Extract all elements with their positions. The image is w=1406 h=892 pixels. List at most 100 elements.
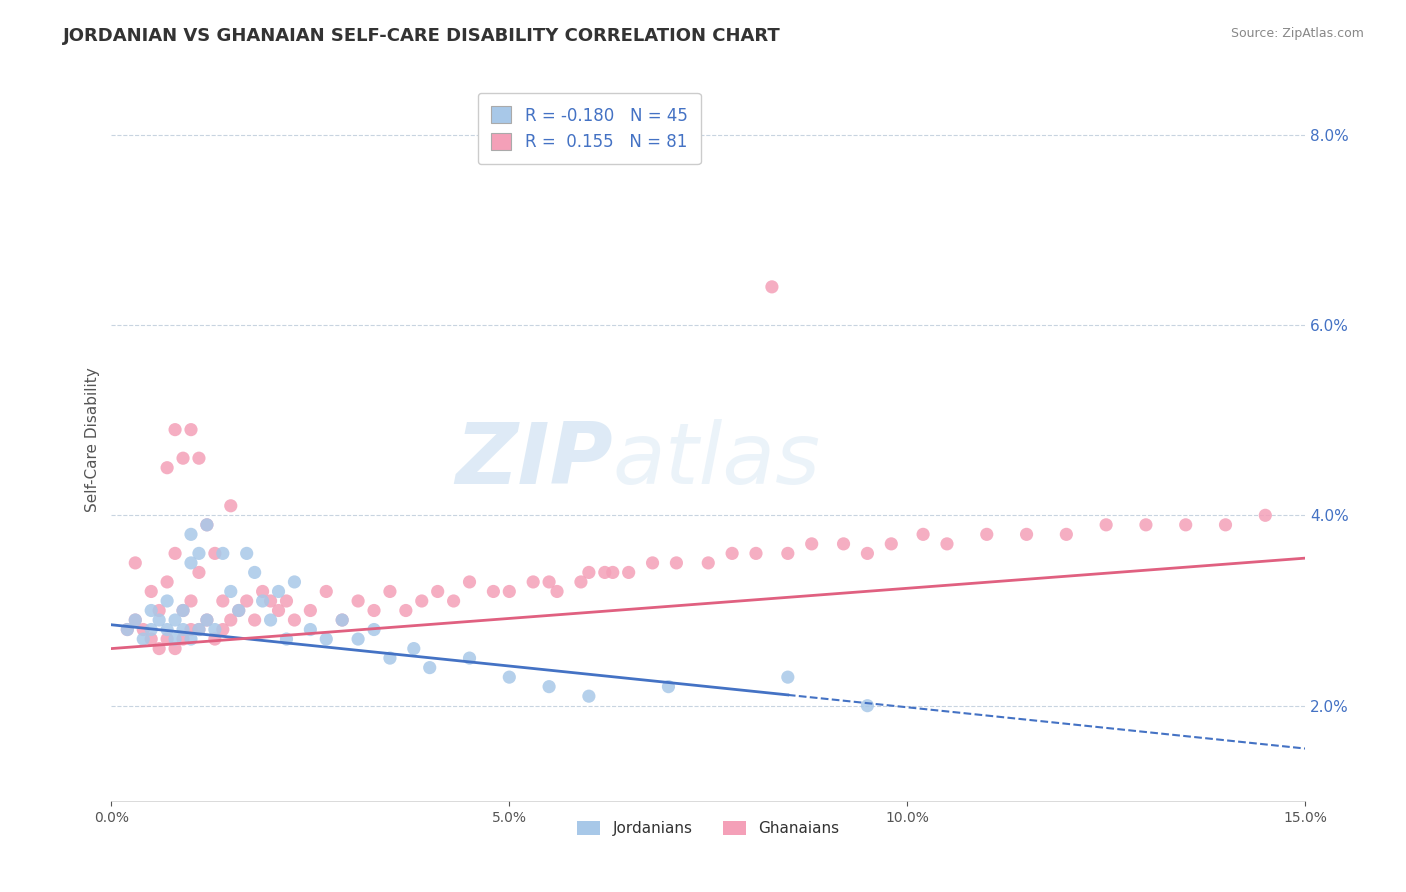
Point xyxy=(195,613,218,627)
Point xyxy=(165,423,187,437)
Point xyxy=(252,584,274,599)
Point xyxy=(776,546,799,560)
Point xyxy=(458,651,481,665)
Point xyxy=(395,603,418,617)
Point xyxy=(252,594,274,608)
Point xyxy=(283,613,305,627)
Point xyxy=(856,546,879,560)
Point xyxy=(458,574,481,589)
Point xyxy=(235,594,257,608)
Point xyxy=(165,613,187,627)
Point xyxy=(219,613,242,627)
Point xyxy=(578,566,600,580)
Point xyxy=(745,546,768,560)
Point xyxy=(402,641,425,656)
Point xyxy=(426,584,449,599)
Point xyxy=(211,623,233,637)
Point xyxy=(124,613,146,627)
Point xyxy=(1215,517,1237,532)
Point xyxy=(124,613,146,627)
Point xyxy=(132,632,155,646)
Point xyxy=(165,546,187,560)
Text: Source: ZipAtlas.com: Source: ZipAtlas.com xyxy=(1230,27,1364,40)
Point xyxy=(880,537,903,551)
Point xyxy=(761,280,783,294)
Point xyxy=(156,623,179,637)
Point xyxy=(1054,527,1077,541)
Point xyxy=(299,623,322,637)
Point xyxy=(180,632,202,646)
Point xyxy=(172,603,194,617)
Point xyxy=(776,670,799,684)
Point xyxy=(124,556,146,570)
Point xyxy=(148,603,170,617)
Point xyxy=(538,574,561,589)
Point xyxy=(180,594,202,608)
Text: JORDANIAN VS GHANAIAN SELF-CARE DISABILITY CORRELATION CHART: JORDANIAN VS GHANAIAN SELF-CARE DISABILI… xyxy=(63,27,780,45)
Point xyxy=(976,527,998,541)
Point xyxy=(1095,517,1118,532)
Point xyxy=(569,574,592,589)
Point xyxy=(641,556,664,570)
Point xyxy=(219,499,242,513)
Point xyxy=(419,660,441,674)
Point xyxy=(172,623,194,637)
Point xyxy=(721,546,744,560)
Text: ZIP: ZIP xyxy=(456,419,613,502)
Point xyxy=(195,613,218,627)
Point xyxy=(156,460,179,475)
Point xyxy=(180,556,202,570)
Point xyxy=(187,451,209,466)
Point xyxy=(117,623,139,637)
Point xyxy=(800,537,823,551)
Point xyxy=(187,566,209,580)
Point xyxy=(1254,508,1277,523)
Legend: Jordanians, Ghanaians: Jordanians, Ghanaians xyxy=(569,814,846,844)
Point xyxy=(156,574,179,589)
Point xyxy=(347,594,370,608)
Point xyxy=(538,680,561,694)
Point xyxy=(187,623,209,637)
Point xyxy=(330,613,353,627)
Point xyxy=(156,594,179,608)
Point xyxy=(378,584,401,599)
Point xyxy=(180,623,202,637)
Point xyxy=(187,623,209,637)
Point xyxy=(330,613,353,627)
Point xyxy=(1015,527,1038,541)
Point xyxy=(195,517,218,532)
Point xyxy=(141,603,163,617)
Point xyxy=(243,566,266,580)
Point xyxy=(172,632,194,646)
Point xyxy=(347,632,370,646)
Point xyxy=(378,651,401,665)
Point xyxy=(204,623,226,637)
Point xyxy=(148,641,170,656)
Point xyxy=(172,603,194,617)
Point xyxy=(657,680,679,694)
Point xyxy=(522,574,544,589)
Point xyxy=(276,632,298,646)
Point xyxy=(211,594,233,608)
Point xyxy=(235,546,257,560)
Point xyxy=(195,517,218,532)
Point xyxy=(315,584,337,599)
Text: atlas: atlas xyxy=(613,419,821,502)
Point xyxy=(315,632,337,646)
Point xyxy=(148,613,170,627)
Point xyxy=(283,574,305,589)
Point xyxy=(156,632,179,646)
Point xyxy=(602,566,624,580)
Point xyxy=(267,584,290,599)
Point xyxy=(165,632,187,646)
Point xyxy=(141,632,163,646)
Point xyxy=(187,546,209,560)
Point xyxy=(211,546,233,560)
Point xyxy=(665,556,688,570)
Point xyxy=(912,527,935,541)
Point xyxy=(117,623,139,637)
Point xyxy=(546,584,568,599)
Point xyxy=(141,623,163,637)
Point xyxy=(697,556,720,570)
Point xyxy=(204,546,226,560)
